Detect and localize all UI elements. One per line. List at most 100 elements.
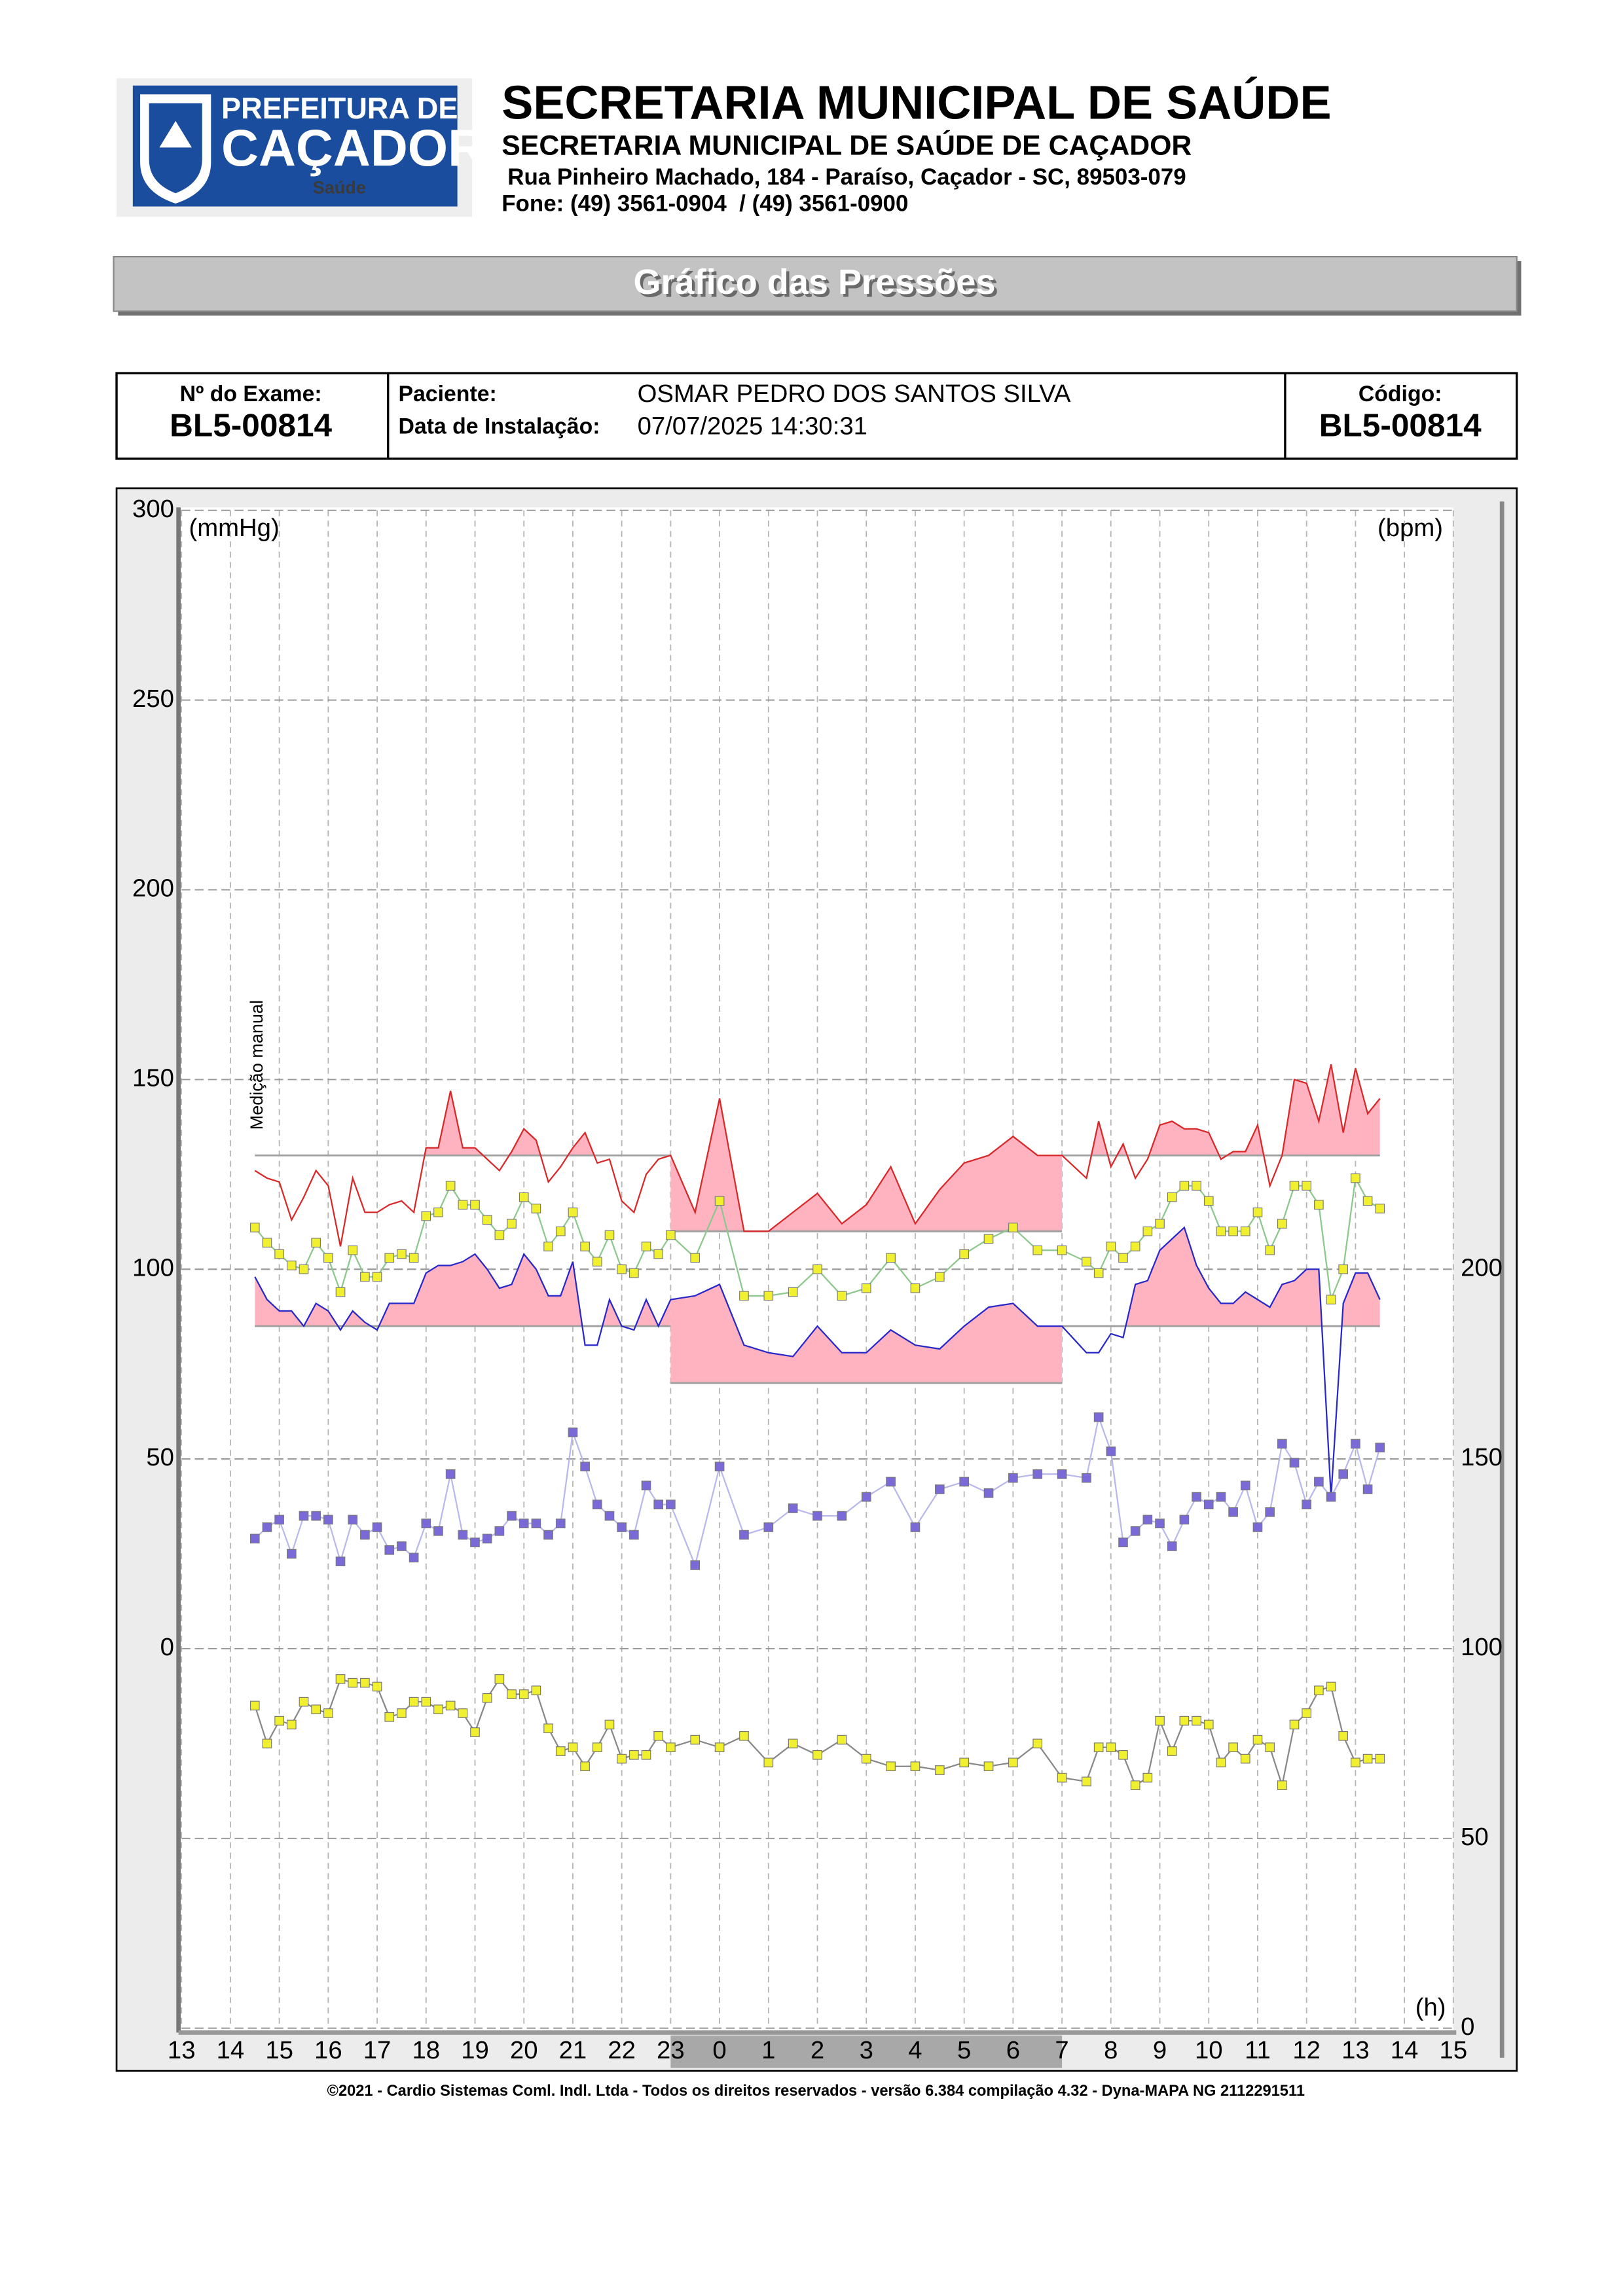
x-tick-label: 14 [217,2036,245,2064]
marker [1240,1753,1250,1764]
y2-tick-label: 50 [1461,1823,1489,1851]
marker [1216,1757,1226,1768]
marker [934,1272,945,1282]
marker [348,1245,358,1255]
marker [299,1696,309,1707]
subtitle: SECRETARIA MUNICIPAL DE SAÚDE DE CAÇADOR [501,130,1192,162]
marker [1057,1245,1067,1255]
marker [1240,1480,1250,1491]
x-tick-label: 2 [811,2036,824,2064]
marker [1179,1515,1190,1525]
marker [1314,1200,1324,1210]
logo-shield-inner [149,103,202,194]
marker [397,1249,407,1259]
marker [763,1522,774,1532]
series-line [254,1064,1381,1247]
marker [1057,1469,1067,1479]
marker [1130,1526,1140,1536]
marker [323,1253,333,1263]
marker [1008,1223,1018,1232]
marker [1167,1192,1177,1202]
x-tick-label: 21 [559,2036,587,2064]
marker [372,1272,382,1282]
field-label: Nº do Exame: [180,382,322,406]
marker [1142,1226,1153,1236]
marker [1277,1780,1287,1791]
marker [249,1223,260,1232]
y-tick-label: 0 [160,1633,174,1661]
marker [653,1499,664,1510]
marker [348,1677,358,1688]
marker [1375,1204,1385,1213]
marker [543,1530,553,1540]
marker [837,1734,847,1745]
logo-emblem [159,120,192,148]
night-band [670,2036,1063,2068]
marker [372,1522,382,1532]
marker [837,1511,847,1521]
marker [1118,1749,1128,1760]
marker [983,1761,994,1772]
marker [1106,1742,1116,1753]
marker [934,1484,945,1494]
y-tick-label: 50 [146,1443,174,1471]
exceed-area [670,1098,1063,1232]
marker [714,1196,725,1206]
marker [335,1674,346,1684]
address: Rua Pinheiro Machado, 184 - Paraíso, Caç… [507,164,1186,190]
marker [249,1700,260,1711]
footer: ©2021 - Cardio Sistemas Coml. Indl. Ltda… [327,2083,1305,2100]
marker [519,1518,529,1529]
marker [886,1477,896,1487]
marker [592,1257,602,1266]
banner-shadow-text: Gráfico das Pressões [636,266,998,305]
marker [983,1234,994,1244]
marker [763,1291,774,1301]
field-value: OSMAR PEDRO DOS SANTOS SILVA [638,380,1071,408]
marker [421,1696,431,1707]
marker [1289,1719,1300,1730]
marker [959,1757,969,1768]
x-tick-label: 17 [363,2036,392,2064]
marker [1142,1772,1153,1783]
marker [494,1674,505,1684]
marker [1130,1242,1140,1251]
marker [409,1253,419,1263]
marker [384,1712,395,1722]
marker [1326,1492,1336,1502]
x-tick-label: 23 [657,2036,685,2064]
marker [409,1696,419,1707]
x-tick-label: 5 [957,2036,971,2064]
x-tick-label: 8 [1104,2036,1118,2064]
marker [335,1556,346,1566]
marker [1008,1757,1018,1768]
marker [372,1681,382,1692]
x-tick-label: 15 [1440,2036,1468,2064]
marker [641,1480,651,1491]
x-tick-label: 18 [412,2036,440,2064]
marker [617,1753,627,1764]
marker [1228,1742,1238,1753]
y2-tick-label: 200 [1461,1253,1503,1282]
marker [421,1518,431,1529]
marker [311,1704,321,1715]
field-label: Paciente: [398,382,496,406]
marker [1155,1518,1165,1529]
marker [323,1708,333,1718]
marker [1265,1742,1275,1753]
marker [494,1230,505,1240]
marker [1179,1181,1190,1191]
marker [1216,1492,1226,1502]
marker [1032,1738,1043,1749]
marker [1192,1181,1201,1191]
marker [1118,1253,1128,1263]
marker [1362,1484,1373,1494]
marker [1289,1181,1300,1191]
marker [580,1242,590,1251]
exceed-area [1062,1064,1380,1156]
marker [384,1545,395,1555]
marker [1314,1477,1324,1487]
marker [1338,1469,1349,1479]
series-line [254,1175,1381,1303]
marker [1093,1742,1104,1753]
